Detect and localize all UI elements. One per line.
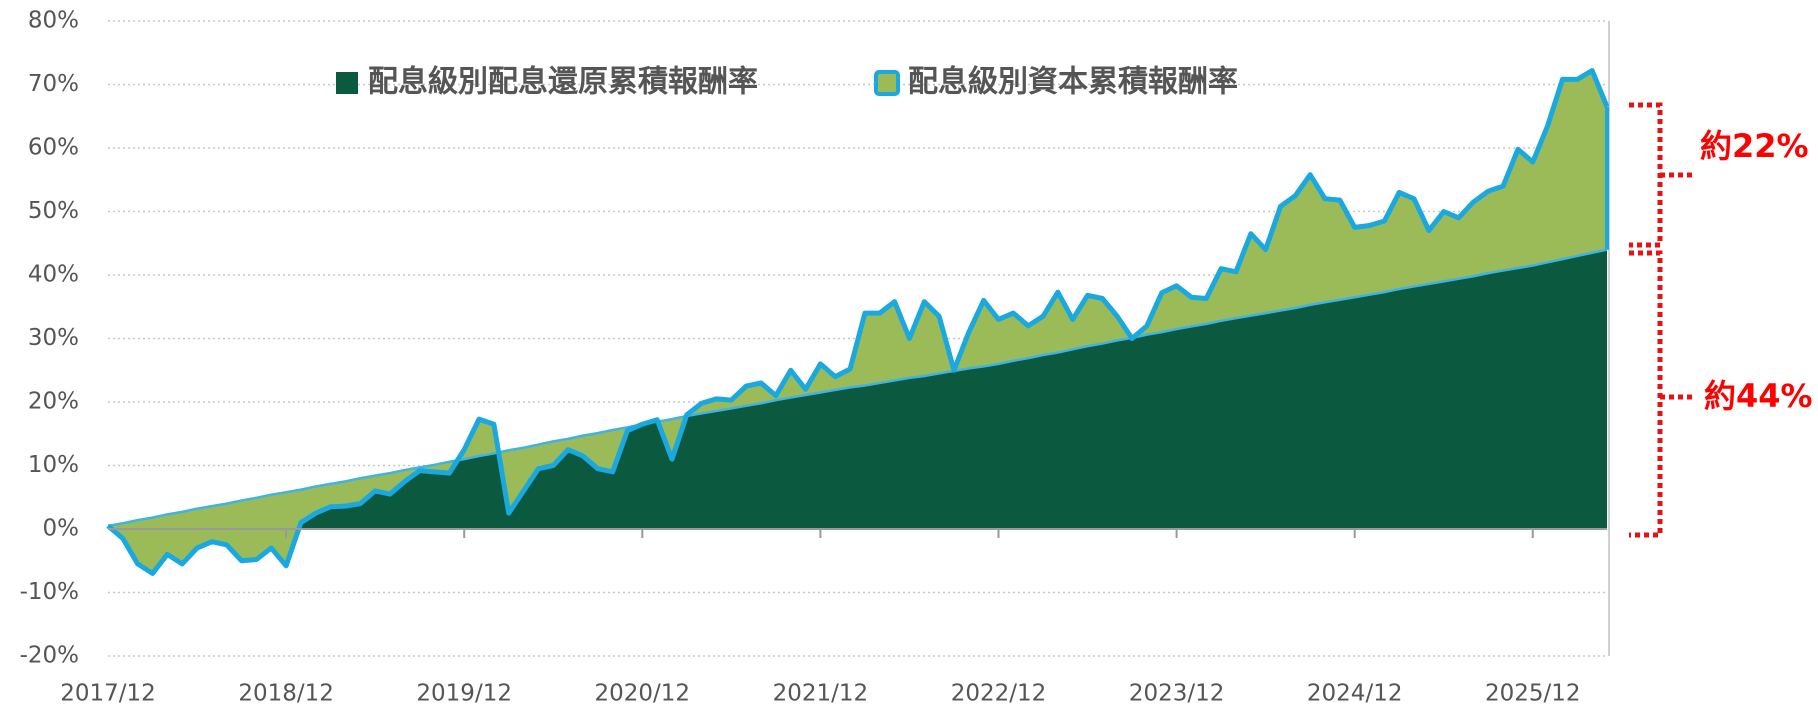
y-tick-label: 50% [28,198,79,224]
y-tick-label: 60% [28,135,79,161]
legend-label: 配息級別資本累積報酬率 [908,65,1238,100]
legend-swatch [336,72,358,94]
x-tick-label: 2024/12 [1307,681,1403,707]
annotation: 約22% [1700,127,1809,165]
x-tick-label: 2017/12 [60,681,156,707]
bracket-upper [1629,102,1663,248]
y-tick-label: 70% [28,71,79,97]
legend-swatch [874,70,900,96]
x-tick-label: 2025/12 [1485,681,1581,707]
legend-label: 配息級別配息還原累積報酬率 [368,65,758,100]
bracket-lower [1629,250,1663,538]
brackets [1629,102,1693,538]
plot [106,20,1610,657]
y-tick-label: -10% [20,579,79,605]
y-tick-label: 10% [28,452,79,478]
y-tick-label: 40% [28,262,79,288]
x-tick-label: 2020/12 [595,681,691,707]
x-tick-label: 2018/12 [238,681,334,707]
y-tick-label: 30% [28,325,79,351]
x-tick-label: 2019/12 [416,681,512,707]
x-tick-label: 2021/12 [773,681,869,707]
x-tick-label: 2023/12 [1129,681,1225,707]
line [106,68,1610,576]
y-tick-label: 80% [28,8,79,34]
annotation: 約44% [1704,377,1813,415]
y-tick-label: 20% [28,389,79,415]
line [107,248,1608,528]
x-tick-label: 2022/12 [951,681,1047,707]
y-tick-label: 0% [43,516,80,542]
y-tick-label: -20% [20,643,79,669]
